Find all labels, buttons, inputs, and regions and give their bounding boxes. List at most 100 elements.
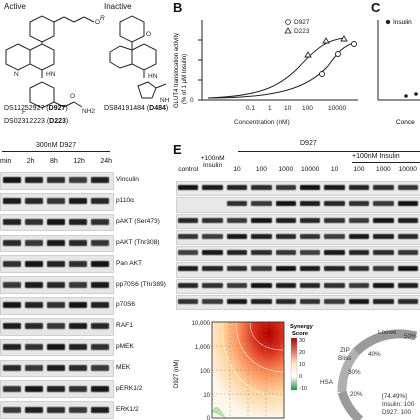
donut-value-d927: D927: 100	[382, 409, 412, 416]
panel-d-timepoints: min 2h 8h 12h 24h	[0, 158, 112, 166]
band	[300, 201, 321, 207]
band	[25, 406, 43, 413]
band	[91, 302, 109, 309]
band	[178, 250, 199, 256]
band	[91, 177, 109, 184]
band	[91, 239, 109, 246]
compound1-code: D927	[48, 105, 66, 112]
band	[3, 239, 21, 246]
band	[69, 302, 87, 309]
band	[47, 385, 65, 392]
panel-e-conditions: control +100nM Insulin 10 100 1000 10000 10 100…	[176, 155, 420, 178]
band	[324, 217, 345, 223]
band	[47, 219, 65, 226]
compound2-id: DS02312223	[4, 118, 45, 125]
tp-1: 2h	[26, 158, 35, 165]
band	[251, 282, 272, 288]
band	[3, 364, 21, 371]
compound2-code: D223	[49, 118, 66, 125]
blot-strip-e-3	[176, 229, 420, 245]
band	[300, 217, 321, 223]
donut-label-bliss: Bliss	[338, 355, 351, 362]
band	[25, 302, 43, 309]
nh2-label-a: NH2	[82, 108, 95, 115]
donut-label-zip: ZIP	[340, 347, 350, 354]
protein-label: pAKT (Thr308)	[116, 238, 160, 246]
band	[275, 282, 296, 288]
band	[226, 298, 248, 304]
band	[25, 219, 43, 226]
band	[47, 281, 65, 288]
panel-b-xlabel: Concentration (nM)	[234, 119, 290, 126]
band	[324, 185, 345, 191]
blot-strip-e-1	[176, 197, 420, 213]
band	[397, 298, 418, 304]
protein-label: RAF1	[116, 322, 133, 330]
band	[3, 344, 21, 351]
panel-e-insulin-label: +100nM Insulin	[352, 153, 400, 160]
band	[25, 239, 43, 246]
donut-pct-20: 20%	[350, 391, 363, 398]
band	[25, 260, 43, 267]
band	[300, 250, 321, 256]
legend-d927: D927	[294, 19, 310, 26]
band	[3, 385, 21, 392]
legend-d223: D223	[294, 28, 310, 35]
protein-label: MEK	[116, 363, 131, 371]
blot-strip-e-7	[176, 294, 420, 310]
syn-ytick-1: 1,000	[195, 345, 211, 351]
band	[3, 198, 21, 205]
compound2-caption: DS02312223 (D223)	[4, 118, 69, 125]
panel-d-protein-labels: Vinculin p110α pAKT (Ser473) pAKT (Thr308) P…	[116, 170, 170, 420]
panel-e-compound-bracket	[238, 151, 420, 152]
blot-strip-e-2	[176, 213, 420, 229]
svg-text:1: 1	[268, 105, 272, 112]
band	[397, 217, 418, 223]
band	[178, 185, 199, 191]
band	[69, 177, 87, 184]
syn-ytick-2: 100	[200, 369, 211, 375]
band	[3, 219, 21, 226]
band	[373, 201, 394, 207]
svg-text:100: 100	[302, 105, 313, 112]
band	[47, 406, 65, 413]
cb-tick-4: -10	[299, 386, 307, 392]
band	[300, 185, 321, 191]
band	[275, 233, 296, 239]
band	[251, 233, 272, 239]
compound1-id: DS11252927	[4, 105, 45, 112]
band	[226, 266, 248, 272]
band	[25, 364, 43, 371]
band	[324, 233, 345, 239]
band	[178, 298, 199, 304]
panel-e-compound: D927	[300, 140, 317, 147]
band	[202, 266, 223, 272]
band	[69, 385, 87, 392]
band	[348, 201, 370, 207]
band	[91, 219, 109, 226]
band	[324, 266, 345, 272]
band	[202, 250, 223, 256]
band	[202, 217, 223, 223]
compound1-caption: DS11252927 (D927)	[4, 105, 68, 112]
syn-ytick-0: 10,000	[192, 321, 211, 327]
band	[226, 185, 248, 191]
n-atom-a: N	[14, 71, 19, 78]
band	[47, 177, 65, 184]
panel-d-blots	[0, 170, 114, 420]
synergy-heatmap: 10,000 1,000 100 10 0 D927 (nM) Synergy …	[174, 321, 314, 420]
band	[251, 266, 272, 272]
cb-tick-0: 30	[299, 338, 305, 344]
panel-e-letter: E	[173, 142, 182, 157]
condition-label: 10	[330, 166, 339, 173]
band	[3, 302, 21, 309]
band	[226, 233, 248, 239]
band	[324, 250, 345, 256]
band	[91, 364, 109, 371]
band	[397, 233, 418, 239]
cb-tick-3: 0	[299, 374, 302, 380]
donut-pct-30: 30%	[348, 369, 361, 376]
band	[91, 344, 109, 351]
chemical-structures: O R HN F NH2 O N O HN NH2	[5, 15, 170, 116]
condition-label: 10000	[301, 166, 320, 173]
